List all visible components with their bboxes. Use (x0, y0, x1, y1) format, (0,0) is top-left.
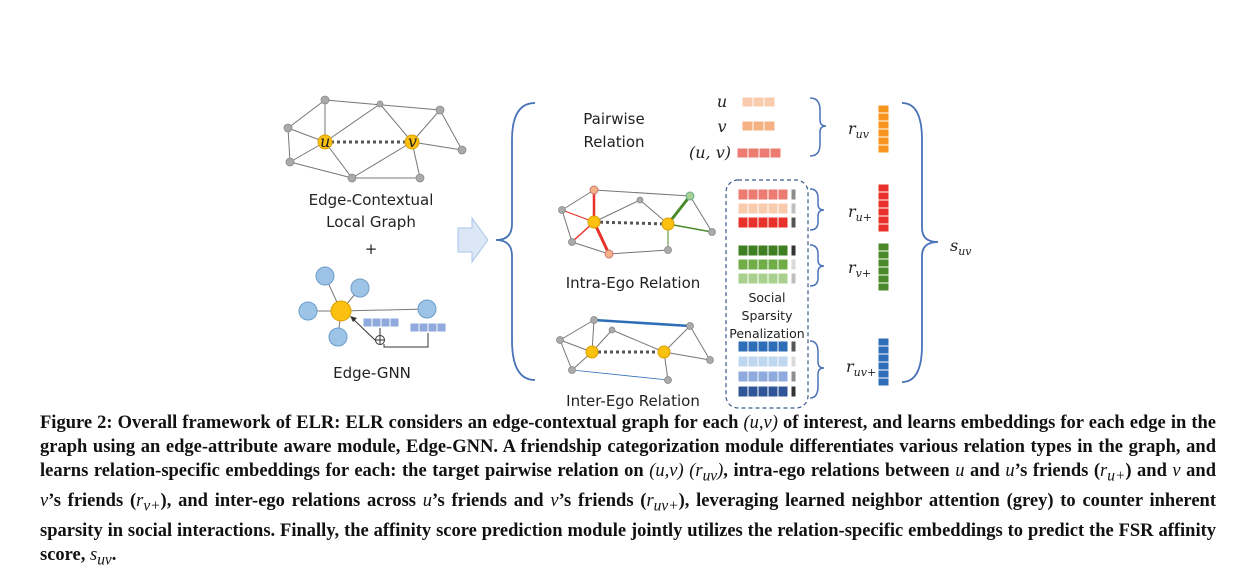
local-graph-label-1: Edge-Contextual (309, 191, 434, 209)
penalization-label-3: Penalization (729, 326, 804, 341)
penalization-box (725, 179, 809, 409)
row-u-label: u (717, 92, 727, 111)
edge-gnn-diagram (298, 266, 447, 348)
row-v-label: v (717, 117, 726, 136)
pairwise-label-1: Pairwise (583, 110, 644, 128)
r-u-plus-vector (877, 183, 890, 233)
intra-u-embeddings (737, 188, 797, 229)
node-u (317, 134, 333, 150)
intra-ego-label: Intra-Ego Relation (566, 274, 701, 292)
local-graph (287, 99, 463, 179)
intra-v-embeddings (737, 244, 797, 285)
row-uv-label: (u, v) (689, 143, 731, 162)
penalization-label-1: Social (748, 290, 785, 305)
pairwise-label-2: Relation (583, 133, 644, 151)
flow-arrow (457, 216, 489, 264)
framework-figure: u v Edge-Contextual Local Graph + Edge-G… (283, 92, 972, 410)
r-uv-plus-vector (877, 337, 890, 387)
r-uv-label: ruv (848, 119, 870, 141)
edge-gnn-label: Edge-GNN (333, 364, 411, 382)
r-v-plus-vector (877, 242, 890, 292)
plus-sign: + (365, 240, 378, 258)
left-brace (495, 102, 536, 381)
node-v (404, 134, 420, 150)
r-uv-vector (877, 104, 890, 154)
r-u-plus-label: ru+ (848, 202, 872, 224)
node-u-label: u (320, 132, 330, 151)
inter-ego-graph (559, 318, 711, 381)
inter-ego-label: Inter-Ego Relation (566, 392, 700, 410)
penalization-label-2: Sparsity (742, 308, 794, 323)
s-uv-label: suv (950, 236, 972, 258)
figure-caption: Figure 2: Overall framework of ELR: ELR … (40, 413, 1217, 570)
inter-embeddings (737, 340, 797, 398)
r-uv-plus-label: ruv+ (846, 357, 876, 379)
local-graph-label-2: Local Graph (326, 213, 416, 231)
right-brace (901, 102, 939, 383)
r-v-plus-label: rv+ (848, 258, 871, 280)
node-v-label: v (408, 132, 417, 151)
